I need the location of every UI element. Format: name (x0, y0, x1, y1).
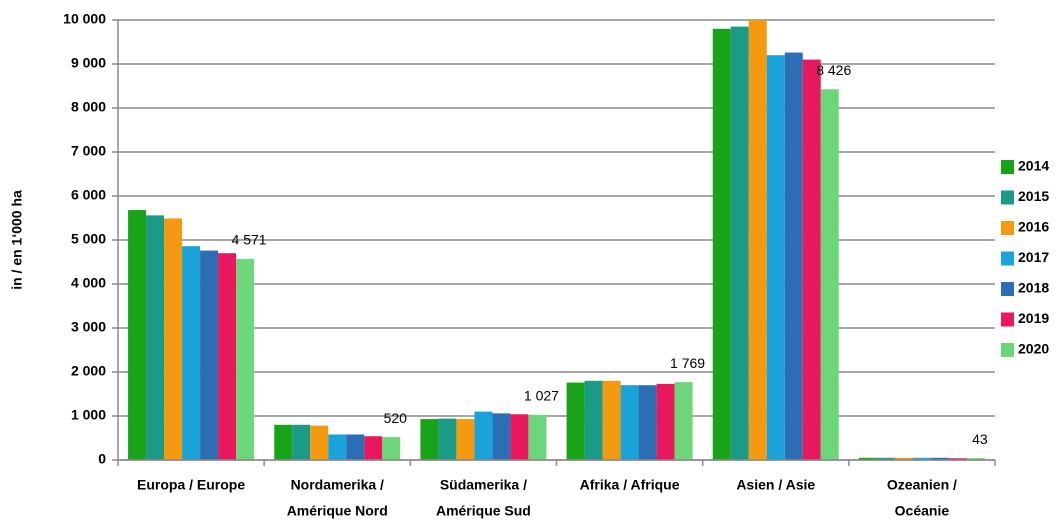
x-tick-label: Océanie (895, 503, 950, 519)
bar (784, 52, 803, 461)
bar (274, 424, 293, 460)
legend-label: 2014 (1018, 158, 1049, 174)
bar (638, 385, 657, 460)
legend-label: 2019 (1018, 310, 1049, 326)
x-tick-label: Ozeanien / (887, 477, 957, 493)
data-label: 43 (972, 431, 988, 447)
legend-swatch (1001, 251, 1014, 266)
bar (858, 457, 877, 460)
legend-label: 2018 (1018, 280, 1049, 296)
data-label: 8 426 (816, 62, 851, 78)
bar (966, 458, 985, 460)
y-tick-label: 1 000 (71, 407, 106, 423)
legend-swatch (1001, 343, 1014, 357)
legend-swatch (1001, 221, 1014, 235)
bar (236, 258, 255, 460)
bar (748, 20, 767, 460)
bar (948, 458, 967, 460)
bar (382, 437, 401, 460)
y-tick-label: 8 000 (71, 99, 106, 115)
bar (656, 383, 675, 460)
bar (712, 28, 731, 461)
x-tick-label: Afrika / Afrique (580, 477, 680, 493)
bar (492, 413, 511, 460)
y-tick-label: 10 000 (63, 11, 106, 27)
legend-swatch (1001, 190, 1014, 205)
bar (620, 385, 639, 460)
y-tick-label: 0 (98, 451, 106, 467)
bar (766, 55, 785, 460)
legend-label: 2016 (1018, 219, 1049, 235)
y-axis-label: in / en 1‘000 ha (9, 190, 25, 290)
bar (218, 253, 237, 460)
y-tick-label: 3 000 (71, 319, 106, 335)
bar (912, 457, 931, 460)
bar (128, 210, 147, 460)
legend-swatch (1001, 160, 1014, 174)
data-label: 1 769 (670, 355, 705, 371)
x-tick-label: Amérique Nord (287, 503, 388, 519)
y-tick-label: 6 000 (71, 187, 106, 203)
bar (820, 89, 839, 461)
legend-label: 2020 (1018, 341, 1049, 357)
legend-swatch (1001, 312, 1014, 327)
bar (310, 425, 329, 460)
bar (584, 380, 603, 460)
bar (930, 457, 949, 460)
x-tick-label: Südamerika / (440, 477, 527, 493)
legend-label: 2017 (1018, 249, 1049, 265)
y-tick-label: 9 000 (71, 55, 106, 71)
bar (894, 457, 913, 460)
bar (730, 26, 749, 460)
bar (364, 436, 383, 460)
y-tick-label: 7 000 (71, 143, 106, 159)
bar (510, 414, 529, 460)
bar (456, 419, 475, 460)
bar (438, 418, 457, 460)
x-tick-label: Asien / Asie (736, 477, 815, 493)
bar (602, 380, 621, 460)
y-tick-label: 5 000 (71, 231, 106, 247)
bar (182, 246, 201, 460)
bar (802, 59, 821, 460)
data-label: 520 (384, 410, 408, 426)
x-tick-label: Europa / Europe (137, 477, 245, 493)
data-label: 4 571 (232, 232, 267, 248)
bar (566, 382, 585, 460)
bar (346, 434, 365, 460)
x-tick-label: Nordamerika / (291, 477, 384, 493)
bar (328, 434, 347, 460)
data-label: 1 027 (524, 388, 559, 404)
y-tick-label: 2 000 (71, 363, 106, 379)
bar (474, 411, 493, 460)
bar (146, 215, 165, 460)
x-tick-label: Amérique Sud (436, 503, 531, 519)
bar (200, 250, 219, 460)
bar (292, 424, 311, 460)
bar (420, 419, 439, 460)
bar (674, 382, 693, 460)
legend-label: 2015 (1018, 188, 1049, 204)
legend-swatch (1001, 282, 1014, 296)
bar (528, 414, 547, 460)
bar (164, 218, 183, 460)
y-tick-label: 4 000 (71, 275, 106, 291)
bar (876, 457, 895, 460)
